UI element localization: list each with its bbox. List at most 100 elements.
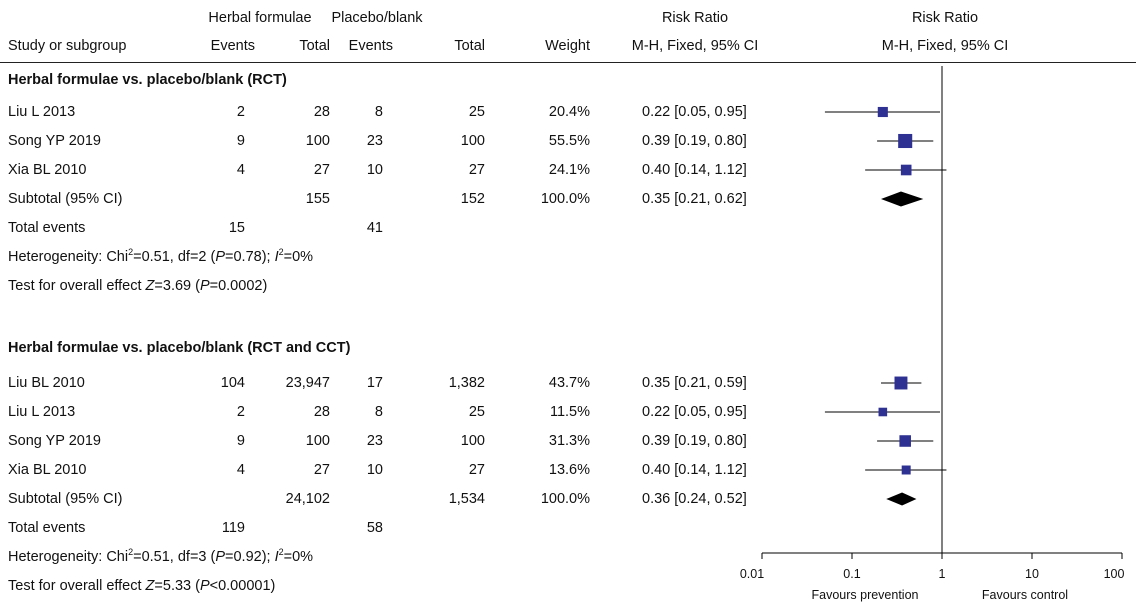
cell-tb: 27 xyxy=(468,462,485,478)
section2-subtotal-total-b: 1,534 xyxy=(448,491,485,507)
cell-eb: 10 xyxy=(366,162,383,178)
section2-subtotal-weight: 100.0% xyxy=(540,491,590,507)
cell-weight: 20.4% xyxy=(548,104,590,120)
cell-tb: 25 xyxy=(468,404,485,420)
section1-subtotal-weight: 100.0% xyxy=(540,191,590,207)
cell-ci: 0.40 [0.14, 1.12] xyxy=(642,462,747,478)
cell-study: Liu L 2013 xyxy=(8,404,76,420)
axis-tick-label-1: 0.1 xyxy=(843,567,861,581)
header-rule xyxy=(0,62,1136,63)
cell-eb: 8 xyxy=(374,404,383,420)
favours-left-label: Favours prevention xyxy=(811,588,919,602)
cell-ta: 27 xyxy=(313,162,330,178)
section1-subtotal-ci: 0.35 [0.21, 0.62] xyxy=(642,191,747,207)
events-b-header: Events xyxy=(348,38,393,54)
section2-total-events-label: Total events xyxy=(8,520,86,536)
cell-eb: 23 xyxy=(366,433,383,449)
cell-ea: 104 xyxy=(220,375,245,391)
summary-diamond xyxy=(880,191,924,207)
cell-tb: 27 xyxy=(468,162,485,178)
study-marker xyxy=(894,376,908,390)
axis-tick-label-3: 10 xyxy=(1025,567,1039,581)
cell-ea: 2 xyxy=(236,404,245,420)
section1-subtotal-total-b: 152 xyxy=(460,191,485,207)
section2-subtotal-ci: 0.36 [0.24, 0.52] xyxy=(642,491,747,507)
summary-diamond xyxy=(886,492,917,506)
cell-ci: 0.22 [0.05, 0.95] xyxy=(642,404,747,420)
axis-tick-label-4: 100 xyxy=(1103,567,1125,581)
cell-study: Xia BL 2010 xyxy=(8,162,87,178)
total-b-header: Total xyxy=(454,38,485,54)
axis-tick-label-2: 1 xyxy=(938,567,946,581)
study-column-header: Study or subgroup xyxy=(8,38,127,54)
section1-total-events-b: 41 xyxy=(366,220,383,236)
section1-overall-effect: Test for overall effect Z=3.69 (P=0.0002… xyxy=(8,278,268,294)
cell-ci: 0.39 [0.19, 0.80] xyxy=(642,433,747,449)
events-a-header: Events xyxy=(210,38,255,54)
cell-weight: 13.6% xyxy=(548,462,590,478)
axis-tick-label-0: 0.01 xyxy=(739,567,765,581)
method-header-plot: M-H, Fixed, 95% CI xyxy=(881,38,1009,54)
section2-total-events-b: 58 xyxy=(366,520,383,536)
section1-subtotal-label: Subtotal (95% CI) xyxy=(8,191,123,207)
weight-header: Weight xyxy=(545,38,590,54)
cell-tb: 100 xyxy=(460,433,485,449)
cell-study: Xia BL 2010 xyxy=(8,462,87,478)
cell-tb: 100 xyxy=(460,133,485,149)
section2-title: Herbal formulae vs. placebo/blank (RCT a… xyxy=(8,340,351,356)
section1-heterogeneity: Heterogeneity: Chi2=0.51, df=2 (P=0.78);… xyxy=(8,247,314,265)
section1-title: Herbal formulae vs. placebo/blank (RCT) xyxy=(8,72,287,88)
cell-eb: 17 xyxy=(366,375,383,391)
cell-ta: 100 xyxy=(305,133,330,149)
cell-weight: 24.1% xyxy=(548,162,590,178)
favours-right-label: Favours control xyxy=(981,588,1069,602)
cell-ta: 23,947 xyxy=(285,375,330,391)
cell-eb: 10 xyxy=(366,462,383,478)
cell-study: Liu L 2013 xyxy=(8,104,76,120)
section1-total-events-a: 15 xyxy=(228,220,245,236)
cell-study: Liu BL 2010 xyxy=(8,375,85,391)
cell-ea: 9 xyxy=(236,133,245,149)
total-a-header: Total xyxy=(299,38,330,54)
cell-weight: 43.7% xyxy=(548,375,590,391)
cell-tb: 25 xyxy=(468,104,485,120)
cell-study: Song YP 2019 xyxy=(8,133,101,149)
section2-overall-effect: Test for overall effect Z=5.33 (P<0.0000… xyxy=(8,578,276,594)
study-marker xyxy=(899,435,911,447)
cell-ea: 4 xyxy=(236,462,245,478)
cell-ta: 27 xyxy=(313,462,330,478)
cell-weight: 31.3% xyxy=(548,433,590,449)
cell-eb: 23 xyxy=(366,133,383,149)
cell-ci: 0.40 [0.14, 1.12] xyxy=(642,162,747,178)
section2-subtotal-total-a: 24,102 xyxy=(285,491,330,507)
cell-ea: 2 xyxy=(236,104,245,120)
study-marker xyxy=(901,465,911,475)
study-marker xyxy=(878,407,888,417)
cell-ta: 28 xyxy=(313,404,330,420)
cell-eb: 8 xyxy=(374,104,383,120)
cell-weight: 11.5% xyxy=(549,404,590,420)
cell-ea: 9 xyxy=(236,433,245,449)
study-marker xyxy=(898,133,913,149)
cell-ci: 0.35 [0.21, 0.59] xyxy=(642,375,747,391)
group-b-header: Placebo/blank xyxy=(331,10,423,26)
section2-subtotal-label: Subtotal (95% CI) xyxy=(8,491,123,507)
rr-header-plot: Risk Ratio xyxy=(911,10,979,26)
rr-header-table: Risk Ratio xyxy=(661,10,729,26)
cell-ci: 0.39 [0.19, 0.80] xyxy=(642,133,747,149)
cell-study: Song YP 2019 xyxy=(8,433,101,449)
cell-tb: 1,382 xyxy=(448,375,485,391)
cell-ta: 28 xyxy=(313,104,330,120)
method-header-table: M-H, Fixed, 95% CI xyxy=(631,38,759,54)
study-marker xyxy=(877,106,888,118)
cell-ea: 4 xyxy=(236,162,245,178)
cell-weight: 55.5% xyxy=(548,133,590,149)
group-a-header: Herbal formulae xyxy=(208,10,312,26)
cell-ci: 0.22 [0.05, 0.95] xyxy=(642,104,747,120)
section1-subtotal-total-a: 155 xyxy=(305,191,330,207)
cell-ta: 100 xyxy=(305,433,330,449)
section1-total-events-label: Total events xyxy=(8,220,86,236)
study-marker xyxy=(900,164,912,176)
section2-heterogeneity: Heterogeneity: Chi2=0.51, df=3 (P=0.92);… xyxy=(8,547,314,565)
